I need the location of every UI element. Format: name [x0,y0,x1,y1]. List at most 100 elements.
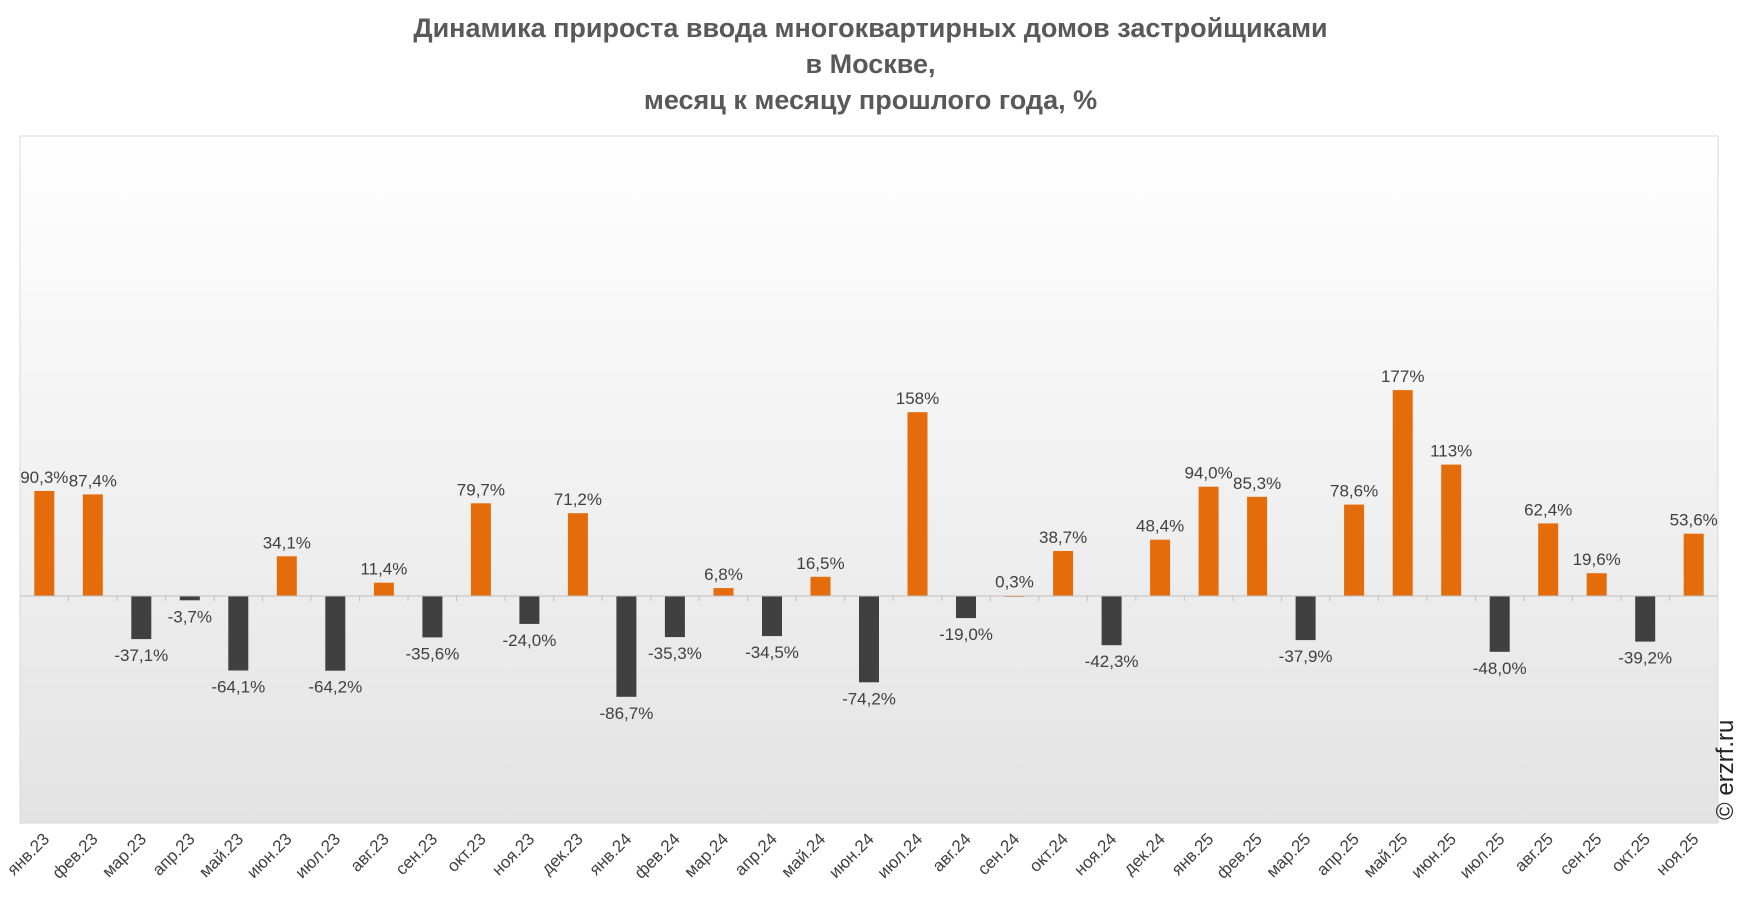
bar-июн.24 [859,596,879,683]
x-tick-label-фев.23: фев.23 [49,829,102,882]
x-tick-label-фев.24: фев.24 [631,829,684,882]
data-label-июн.24: -74,2% [842,689,896,708]
x-tick-label-сен.23: сен.23 [392,829,441,878]
data-labels-group: 90,3% 87,4% -37,1% -3,7% -64,1% 34,1% -64,2% 11… [20,367,1718,723]
data-label-май.24: 16,5% [796,554,844,573]
bar-сен.25 [1586,573,1607,596]
data-label-апр.23: -3,7% [168,607,212,626]
data-label-авг.25: 62,4% [1524,500,1572,519]
bar-май.24 [810,576,831,596]
chart-title-line-1: Динамика прироста ввода многоквартирных … [413,13,1328,43]
data-label-июн.25: 113% [1430,442,1472,461]
data-label-мар.23: -37,1% [114,646,168,665]
bar-май.25 [1392,390,1413,596]
x-tick-label-май.23: май.23 [195,829,247,881]
data-label-июн.23: 34,1% [263,533,311,552]
data-label-ноя.23: -24,0% [502,631,556,650]
x-tick-label-апр.23: апр.23 [149,829,199,879]
bar-фев.24 [664,596,685,638]
data-label-сен.24: 0,3% [995,573,1034,592]
bar-янв.23 [34,491,55,596]
x-tick-label-сен.24: сен.24 [974,829,1023,878]
bar-сен.23 [422,596,443,638]
bar-авг.25 [1538,523,1559,596]
data-label-фев.24: -35,3% [648,644,702,663]
data-label-ноя.25: 53,6% [1670,511,1718,530]
data-label-сен.25: 19,6% [1573,550,1621,569]
data-label-дек.23: 71,2% [554,490,602,509]
bar-мар.24 [713,588,734,596]
bar-апр.23 [179,596,200,601]
x-tick-label-янв.24: янв.24 [586,829,636,879]
x-tick-label-мар.25: мар.25 [1263,829,1315,881]
bar-окт.24 [1053,551,1074,596]
x-tick-label-ноя.25: ноя.25 [1653,829,1703,879]
bar-дек.24 [1150,539,1171,596]
bar-ноя.25 [1683,533,1704,596]
x-tick-label-дек.24: дек.24 [1120,829,1169,878]
data-label-апр.24: -34,5% [745,643,799,662]
data-label-сен.23: -35,6% [405,644,459,663]
bar-ноя.24 [1101,596,1122,646]
chart-title-line-2: в Москве, [805,49,936,79]
bar-фев.25 [1247,496,1268,596]
x-tick-label-окт.24: окт.24 [1026,829,1072,875]
bar-ноя.23 [519,596,540,624]
data-label-мар.25: -37,9% [1279,647,1333,666]
bar-апр.25 [1344,504,1365,596]
x-tick-label-ноя.24: ноя.24 [1070,829,1120,879]
x-axis [20,595,1718,601]
x-tick-label-июн.23: июн.23 [243,829,296,882]
bar-мар.23 [131,596,152,640]
bar-июл.25 [1489,596,1510,652]
data-label-июл.25: -48,0% [1473,659,1527,678]
chart-title: Динамика прироста ввода многоквартирных … [0,10,1741,118]
data-label-ноя.24: -42,3% [1085,652,1139,671]
x-tick-label-мар.23: мар.23 [98,829,150,881]
data-label-июл.24: 158% [896,389,939,408]
bar-дек.23 [567,513,588,596]
x-tick-label-янв.23: янв.23 [3,829,53,879]
x-tick-label-авг.25: авг.25 [1511,829,1557,875]
data-label-май.23: -64,1% [211,678,265,697]
bar-янв.25 [1198,486,1219,596]
bar-авг.23 [373,582,394,596]
data-label-окт.25: -39,2% [1618,649,1672,668]
x-tick-label-дек.23: дек.23 [538,829,587,878]
data-label-мар.24: 6,8% [704,565,743,584]
watermark: © erzrf.ru [1712,720,1739,820]
data-label-июл.23: -64,2% [308,678,362,697]
plot-area [19,135,1719,824]
data-label-апр.25: 78,6% [1330,482,1378,501]
bar-окт.23 [470,503,491,596]
x-tick-label-авг.23: авг.23 [347,829,393,875]
data-label-авг.23: 11,4% [360,560,407,579]
bar-июл.23 [325,596,346,671]
bar-авг.24 [956,596,976,619]
bar-апр.24 [762,596,782,637]
data-label-окт.23: 79,7% [457,480,505,499]
bar-янв.24 [616,596,637,697]
data-label-фев.23: 87,4% [69,471,117,490]
chart-title-line-3: месяц к месяцу прошлого года, % [643,85,1098,115]
data-label-авг.24: -19,0% [939,625,993,644]
x-tick-label-фев.25: фев.25 [1213,829,1266,882]
x-tick-label-май.24: май.24 [778,829,830,881]
x-tick-labels-group: янв.23фев.23мар.23апр.23май.23июн.23июл.… [3,829,1702,882]
bar-июл.24 [907,412,928,596]
x-tick-label-апр.24: апр.24 [731,829,781,879]
data-label-май.25: 177% [1381,367,1424,386]
x-tick-label-ноя.23: ноя.23 [488,829,538,879]
x-tick-label-июл.23: июл.23 [291,829,344,882]
x-tick-label-янв.25: янв.25 [1168,829,1218,879]
data-label-янв.24: -86,7% [599,704,653,723]
bar-июн.23 [276,556,297,596]
x-tick-label-мар.24: мар.24 [681,829,733,881]
x-tick-label-окт.23: окт.23 [443,829,489,875]
x-tick-label-июл.25: июл.25 [1456,829,1509,882]
x-tick-label-апр.25: апр.25 [1313,829,1363,879]
x-tick-label-июн.25: июн.25 [1408,829,1461,882]
x-tick-label-май.25: май.25 [1360,829,1412,881]
data-label-фев.25: 85,3% [1233,474,1281,493]
